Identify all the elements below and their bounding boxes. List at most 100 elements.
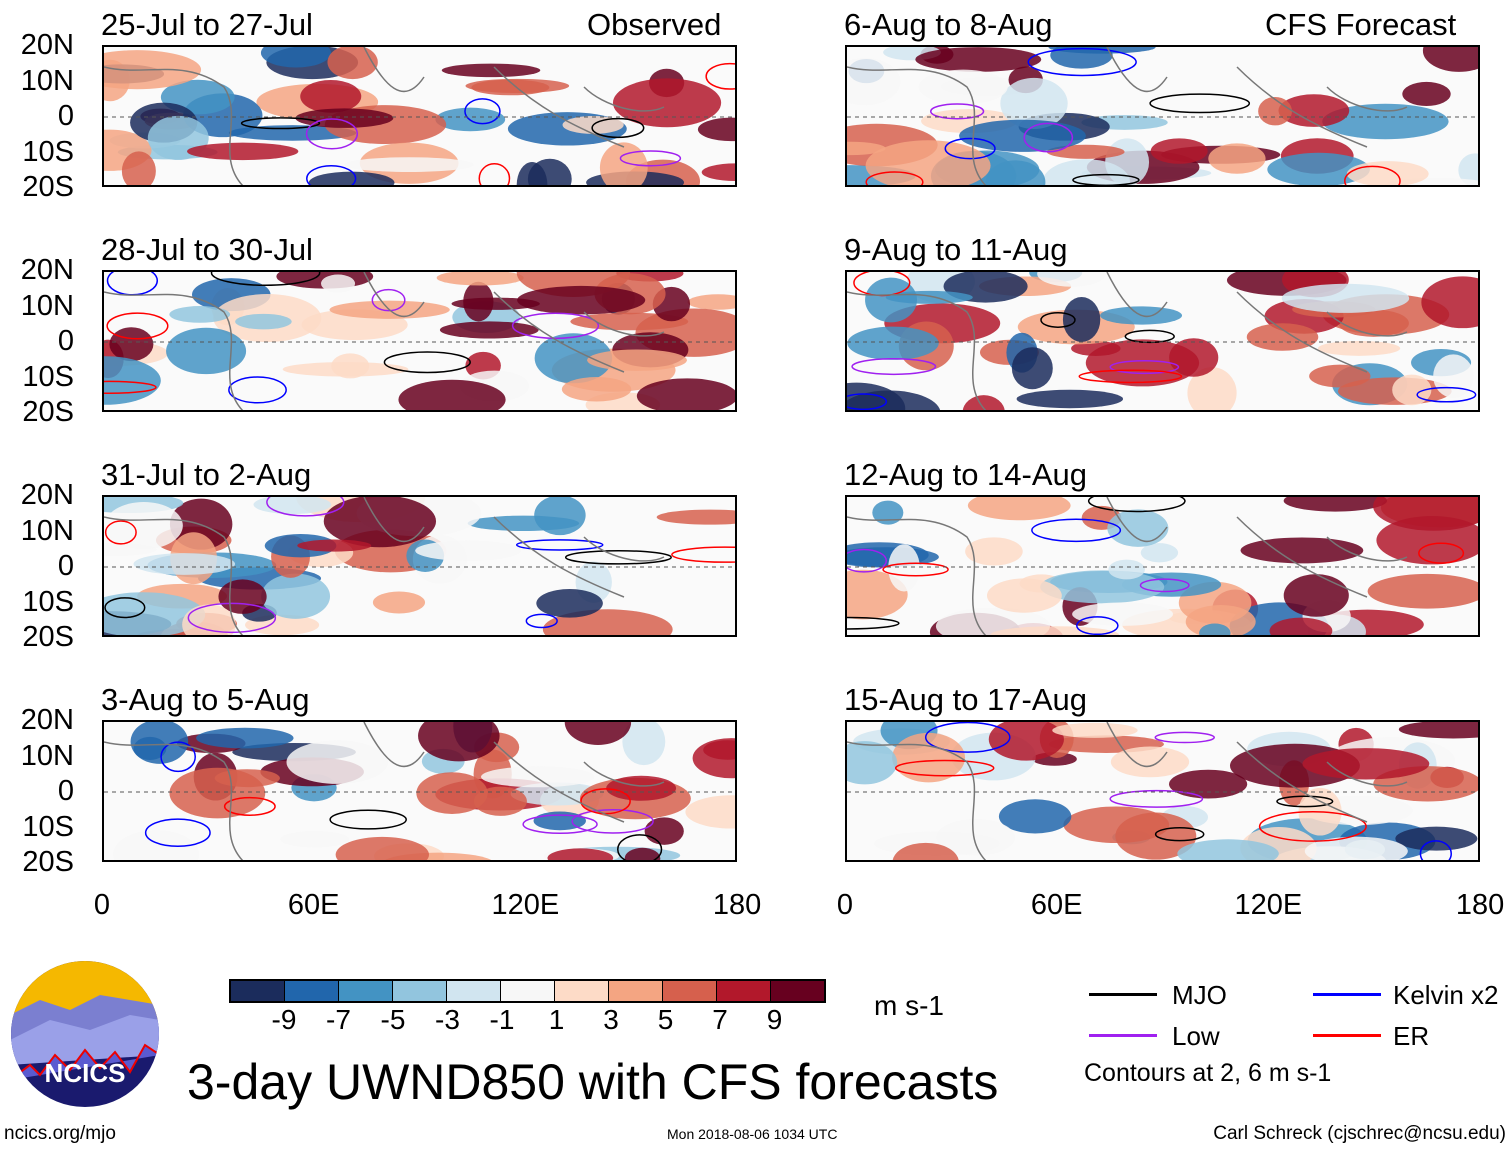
contour-line (515, 539, 604, 551)
contour-line (228, 376, 287, 404)
wind-anomaly-blob (1283, 497, 1388, 512)
wind-anomaly-blob (872, 500, 904, 525)
wind-anomaly-blob (1187, 367, 1237, 410)
contour-line (924, 722, 1011, 753)
footer-credit: Carl Schreck (cjschrec@ncsu.edu) (1213, 1123, 1506, 1144)
wind-anomaly-blob (1458, 153, 1478, 185)
wind-anomaly-blob (606, 775, 677, 801)
map-panel (102, 45, 737, 187)
lat-label: 10S (22, 585, 74, 618)
lon-label: 60E (287, 889, 340, 921)
wind-anomaly-blob (1367, 573, 1478, 609)
wind-anomaly-blob (1422, 47, 1478, 72)
map-panel (102, 720, 737, 862)
wind-anomaly-blob (847, 141, 886, 156)
wind-anomaly-blob (1140, 543, 1179, 563)
wind-anomaly-blob (564, 722, 632, 745)
contour-line (571, 809, 654, 834)
panel-title: 15-Aug to 17-Aug (844, 682, 1088, 717)
wind-anomaly-blob (133, 736, 167, 761)
coastline (847, 722, 1408, 860)
contour-line (306, 164, 357, 185)
wind-anomaly-blob (847, 326, 939, 360)
wind-anomaly-blob (1304, 836, 1408, 860)
legend-er: ER (1393, 1021, 1430, 1051)
colorbar-units: m s-1 (874, 990, 944, 1021)
wind-anomaly-blob (570, 312, 689, 331)
wind-anomaly-blob (636, 378, 735, 410)
lon-label: 120E (491, 889, 560, 921)
wind-anomaly-blob (104, 501, 183, 550)
wind-anomaly-blob (228, 125, 357, 141)
wind-anomaly-blob (113, 830, 200, 860)
contour-line (522, 814, 598, 835)
contour-line (564, 549, 672, 565)
cfs-forecast-label: CFS Forecast (1265, 7, 1457, 42)
wind-anomaly-blob (323, 497, 437, 548)
colorbar (229, 979, 826, 1003)
colorbar-swatch (663, 981, 717, 1001)
colorbar-tick: -5 (380, 1004, 406, 1035)
contour-line (478, 163, 511, 185)
contour-line (1276, 795, 1334, 808)
wind-anomaly-blob (1392, 374, 1432, 406)
coastline (104, 47, 665, 185)
lat-label: 0 (57, 550, 74, 582)
contour-line (617, 834, 663, 860)
lon-label: 0 (836, 889, 854, 921)
map-panel (845, 270, 1480, 412)
lon-label: 60E (1030, 889, 1083, 921)
contour-line (383, 351, 471, 374)
legend-low: Low (1172, 1021, 1220, 1051)
ncics-logo: NCICS (10, 960, 160, 1108)
wind-anomaly-blob (1107, 509, 1169, 547)
wind-anomaly-blob (1433, 354, 1474, 398)
panel-title: 31-Jul to 2-Aug (101, 457, 312, 492)
contour-line (944, 137, 996, 160)
contour-line (865, 171, 924, 185)
contour-line (305, 118, 359, 150)
wind-anomaly-blob (1016, 389, 1124, 409)
wind-anomaly-blob (121, 151, 156, 185)
wind-anomaly-blob (300, 79, 362, 113)
panel-title: 6-Aug to 8-Aug (844, 7, 1053, 42)
contour-line (705, 62, 735, 90)
wind-anomaly-blob (517, 285, 646, 315)
kelvin-legend-line (1313, 993, 1381, 996)
wind-anomaly-blob (1267, 152, 1370, 185)
contour-line (1076, 616, 1119, 635)
contour-line (1109, 789, 1204, 808)
contour-line (847, 548, 888, 573)
lon-label: 0 (93, 889, 111, 921)
wind-anomaly-blob (104, 592, 206, 635)
contour-line (1124, 329, 1175, 344)
colorbar-swatch (501, 981, 555, 1001)
contour-line (266, 497, 345, 517)
wind-anomaly-blob (1322, 103, 1449, 140)
wind-anomaly-blob (187, 142, 299, 161)
contour-line (1344, 165, 1401, 185)
wind-anomaly-blob (1110, 746, 1190, 778)
map-panel (845, 720, 1480, 862)
panel-title: 9-Aug to 11-Aug (844, 232, 1068, 267)
wind-anomaly-blob (1402, 81, 1451, 107)
wind-anomaly-blob (1302, 748, 1430, 780)
wind-anomaly-blob (865, 277, 918, 323)
wind-anomaly-blob (398, 379, 506, 410)
colorbar-tick: 5 (657, 1004, 674, 1035)
coastline (104, 497, 665, 635)
wind-anomaly-blob (282, 362, 409, 377)
contour-line (511, 312, 600, 340)
lat-label: 0 (57, 775, 74, 807)
colorbar-tick: -9 (271, 1004, 297, 1035)
contour-line (851, 357, 937, 376)
wind-anomaly-blob (1317, 340, 1401, 356)
contour-line (847, 616, 900, 630)
contour-line (1258, 811, 1367, 842)
contour-line (1027, 47, 1137, 77)
contour-line (1416, 386, 1477, 403)
wind-anomaly-blob (481, 766, 595, 788)
coastline (847, 47, 1408, 185)
lat-label: 20S (22, 846, 74, 878)
